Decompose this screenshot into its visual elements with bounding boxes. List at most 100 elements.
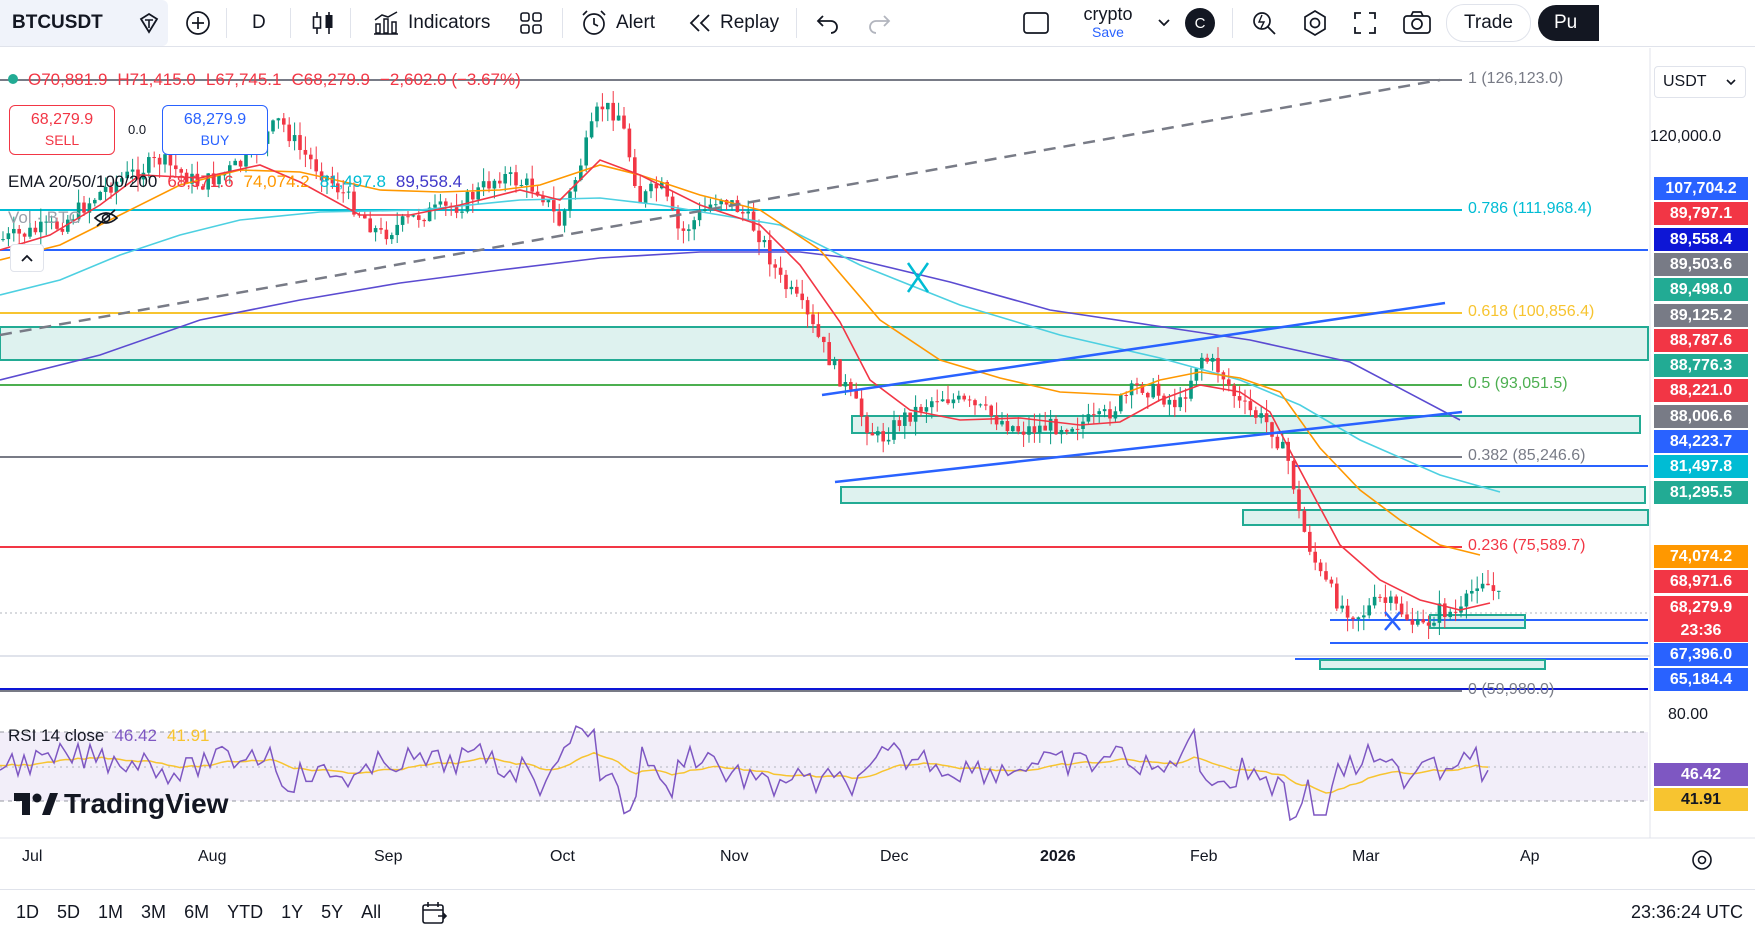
avatar[interactable]: C xyxy=(1185,0,1215,46)
candle-body xyxy=(1140,385,1145,393)
candle-body xyxy=(492,180,497,189)
candle-body xyxy=(346,191,351,193)
candle-body xyxy=(1318,562,1323,572)
candle-body xyxy=(562,210,567,226)
timeframe-ytd[interactable]: YTD xyxy=(227,902,264,922)
candle-body xyxy=(611,102,615,121)
ema-legend[interactable]: EMA 20/50/100/200 68,971.6 74,074.2 81,4… xyxy=(8,172,462,192)
trade-label: Trade xyxy=(1446,4,1531,42)
collapse-legend-button[interactable] xyxy=(10,244,44,272)
date-range-calendar-icon[interactable] xyxy=(420,900,448,931)
price-chart[interactable] xyxy=(0,48,1755,888)
quick-search-icon[interactable] xyxy=(1250,0,1278,46)
price-axis-label: 88,787.6 xyxy=(1654,328,1748,352)
fib-level-label: 0 (59,980.0) xyxy=(1468,681,1555,698)
fullscreen-icon[interactable] xyxy=(1352,0,1378,46)
candle-body xyxy=(714,204,718,206)
ema100-line xyxy=(0,197,1501,493)
candle-body xyxy=(471,192,475,200)
candle-body xyxy=(573,180,578,192)
candle-body xyxy=(487,181,491,189)
candle-body xyxy=(22,233,27,237)
symbol-info-icon[interactable] xyxy=(136,0,162,46)
redo-icon[interactable] xyxy=(866,0,892,46)
candle-body xyxy=(201,186,205,190)
price-axis-label: 74,074.2 xyxy=(1654,545,1748,568)
candle-body xyxy=(530,178,534,192)
rsi-ma-price-label: 41.91 xyxy=(1654,788,1748,811)
templates-grid-icon[interactable] xyxy=(518,0,544,46)
camera-snapshot-icon[interactable] xyxy=(1402,0,1432,46)
utc-clock[interactable]: 23:36:24 UTC xyxy=(1630,902,1743,922)
alert-button[interactable]: Alert xyxy=(580,0,655,46)
tradingview-logo[interactable]: TradingView xyxy=(12,788,228,820)
ema100-value: 81,497.8 xyxy=(319,172,386,191)
candle-body xyxy=(211,173,216,185)
indicators-button[interactable]: Indicators xyxy=(372,0,490,46)
timeframe-all[interactable]: All xyxy=(361,902,382,922)
time-axis-tick: Jul xyxy=(22,848,43,865)
chart-settings-icon[interactable] xyxy=(1690,848,1714,877)
trade-button[interactable]: Trade xyxy=(1446,0,1531,46)
candle-body xyxy=(152,157,156,159)
candle-body xyxy=(557,211,561,226)
settings-gear-icon[interactable] xyxy=(1300,0,1330,46)
candle-body xyxy=(1367,605,1371,616)
timeframe-1y[interactable]: 1Y xyxy=(281,902,304,922)
undo-icon[interactable] xyxy=(815,0,841,46)
layout-select-icon[interactable] xyxy=(1022,0,1050,46)
candle-body xyxy=(433,204,437,208)
buy-button[interactable]: 68,279.9 BUY xyxy=(162,105,268,155)
chevron-down-icon[interactable] xyxy=(1156,0,1172,46)
candle-body xyxy=(1416,619,1420,625)
candle-body xyxy=(1254,410,1258,418)
layout-name-button[interactable]: crypto Save xyxy=(1070,0,1146,46)
timeframe-5d[interactable]: 5D xyxy=(57,902,81,922)
timeframe-3m[interactable]: 3M xyxy=(141,902,167,922)
candle-body xyxy=(1129,383,1134,396)
candle-body xyxy=(1313,551,1317,563)
replay-button[interactable]: Replay xyxy=(688,0,779,46)
sell-button[interactable]: 68,279.9 SELL xyxy=(9,105,115,155)
currency-value: USDT xyxy=(1663,73,1707,90)
candles-chart-type-icon[interactable] xyxy=(310,0,336,46)
timeframe-1d[interactable]: 1D xyxy=(16,902,40,922)
publish-button[interactable]: Pu xyxy=(1538,0,1600,46)
candle-body xyxy=(98,191,102,200)
candle-body xyxy=(44,221,48,223)
timeframe-5y[interactable]: 5Y xyxy=(321,902,344,922)
candle-body xyxy=(1497,590,1501,592)
candle-body xyxy=(384,229,389,240)
volume-legend[interactable]: Vol · BTC xyxy=(8,208,119,228)
timeframe-1m[interactable]: 1M xyxy=(98,902,124,922)
rsi-legend[interactable]: RSI 14 close 46.42 41.91 xyxy=(8,726,209,746)
candle-body xyxy=(1097,411,1101,415)
candle-body xyxy=(1275,436,1280,449)
candle-body xyxy=(1021,431,1026,435)
candle-body xyxy=(773,264,777,268)
timeframe-6m[interactable]: 6M xyxy=(184,902,210,922)
candle-body xyxy=(1437,603,1442,623)
candle-body xyxy=(703,209,707,211)
layout-save-label: Save xyxy=(1092,24,1124,40)
candle-body xyxy=(1011,426,1015,432)
interval-button[interactable]: D xyxy=(252,0,266,46)
candle-body xyxy=(17,228,21,234)
candle-body xyxy=(919,406,923,412)
candle-body xyxy=(228,165,232,173)
candle-body xyxy=(157,157,162,165)
symbol-search-button[interactable]: BTCUSDT xyxy=(0,0,168,46)
candle-body xyxy=(427,207,432,222)
currency-select[interactable]: USDT xyxy=(1654,66,1746,98)
candle-body xyxy=(930,401,934,408)
candle-body xyxy=(1243,400,1247,402)
candle-body xyxy=(843,382,848,387)
price-axis-label: 88,006.6 xyxy=(1654,404,1748,428)
rsi-axis-top: 80.00 xyxy=(1668,706,1709,723)
price-axis-label: 89,125.2 xyxy=(1654,303,1748,327)
compare-add-icon[interactable] xyxy=(184,0,212,46)
candle-body xyxy=(935,401,939,403)
candle-body xyxy=(892,420,896,440)
eye-hidden-icon[interactable] xyxy=(93,208,119,228)
candle-body xyxy=(60,228,65,232)
